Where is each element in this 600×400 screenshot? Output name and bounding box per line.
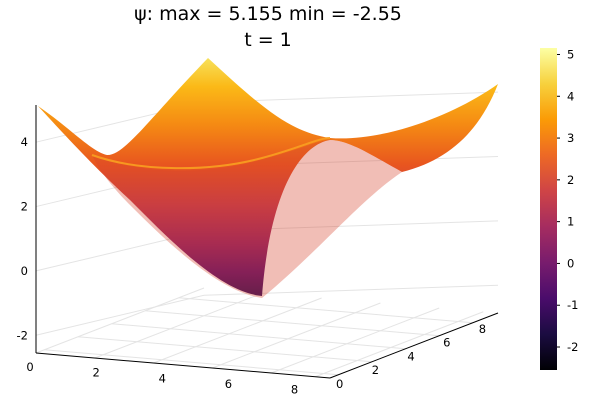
z-tick-label: 2 (21, 200, 28, 214)
z-tick-label: -2 (17, 328, 28, 342)
surface (38, 58, 498, 298)
chart-subtitle: t = 1 (244, 29, 292, 51)
y-tick-label: 6 (443, 336, 450, 350)
colorbar-rect (540, 48, 557, 370)
y-axis-line (329, 312, 499, 379)
grid-line-floor-x (35, 287, 205, 354)
x-tick-label: 0 (26, 360, 33, 374)
grid-line-floor-x (271, 307, 440, 374)
z-tick-label: 0 (21, 264, 28, 278)
grid-line-floor-x (315, 311, 484, 378)
grid-line-floor-x (94, 292, 263, 359)
surface-patch (38, 58, 498, 296)
z-axis-ticks: -2 0 2 4 (17, 135, 28, 342)
x-axis-ticks: 0 2 4 6 8 (26, 360, 298, 397)
grid-line-floor-y (145, 310, 440, 337)
colorbar: -2 -1 0 1 2 3 4 5 (540, 47, 578, 370)
y-tick-label: 2 (372, 363, 379, 377)
colorbar-tick-label: -2 (567, 340, 578, 354)
colorbar-tick-label: 4 (567, 89, 574, 103)
grid-line-floor-x (153, 297, 322, 364)
z-tick-label: 4 (21, 135, 28, 149)
y-tick-label: 8 (479, 322, 486, 336)
colorbar-tick-label: 0 (567, 256, 574, 270)
colorbar-tick-label: 2 (567, 173, 574, 187)
grid-line-wall-z (35, 294, 205, 336)
grid-line-floor-y (178, 297, 473, 324)
grid-line-floor-y (111, 323, 406, 350)
grid-line-floor-x (212, 302, 381, 369)
grid-line-floor-y (44, 349, 339, 376)
colorbar-tick-label: 3 (567, 131, 574, 145)
axes (35, 105, 499, 379)
x-tick-label: 2 (92, 366, 99, 380)
grid-line-floor-y (77, 336, 373, 363)
surface-front-lobe (92, 140, 402, 298)
colorbar-tick-label: 5 (567, 47, 574, 61)
x-axis-line (35, 352, 331, 379)
y-axis-ticks: 0 2 4 6 8 (336, 322, 486, 391)
colorbar-tick-label: 1 (567, 215, 574, 229)
y-tick-label: 4 (407, 349, 414, 363)
y-tick-label: 0 (336, 377, 343, 391)
chart-title: ψ: max = 5.155 min = -2.55 (134, 3, 402, 25)
x-tick-label: 6 (225, 377, 232, 391)
x-tick-label: 4 (159, 371, 166, 385)
x-tick-label: 8 (291, 383, 298, 397)
colorbar-tick-label: -1 (567, 298, 578, 312)
surface-ridge (91, 137, 331, 170)
